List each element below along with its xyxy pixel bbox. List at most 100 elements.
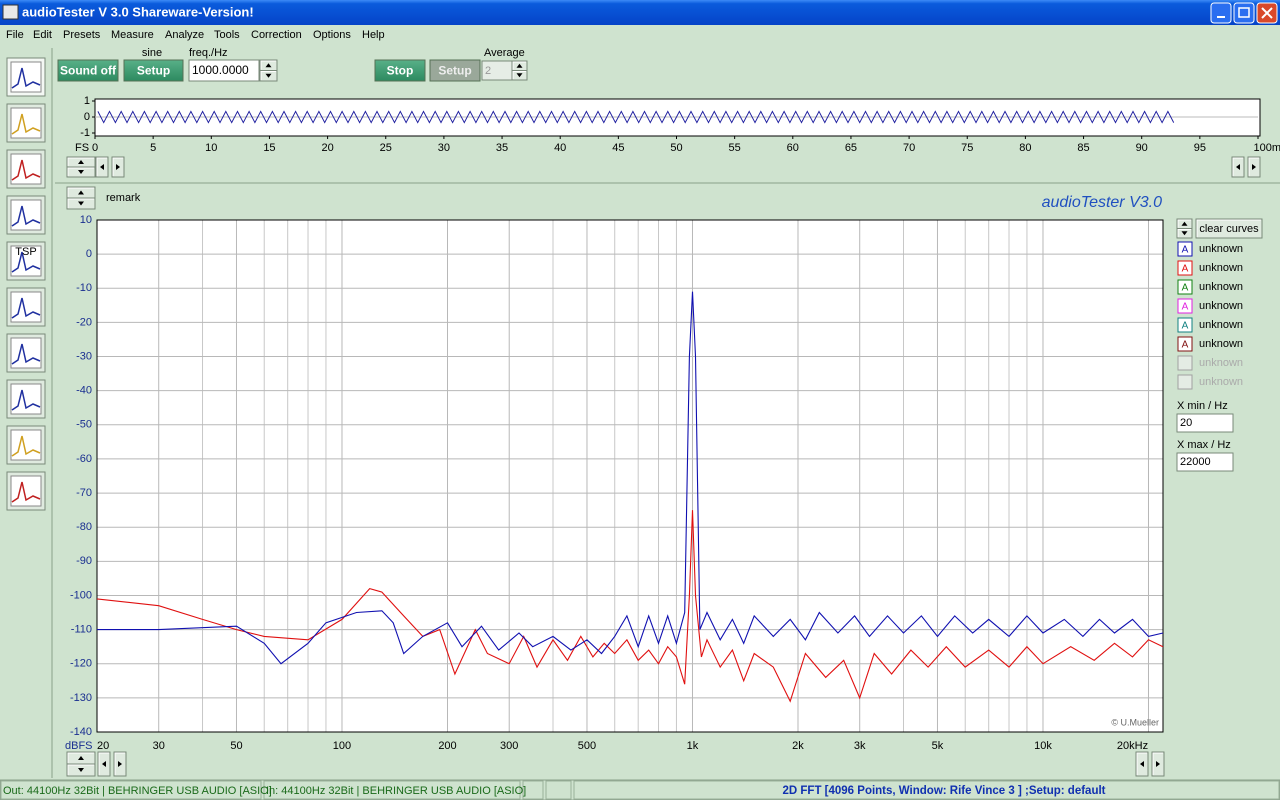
tool-icon-frame <box>10 61 42 93</box>
button[interactable] <box>57 59 119 82</box>
menu-item[interactable]: Edit <box>33 29 52 41</box>
y-tick-label: -1 <box>80 127 90 139</box>
plot-area <box>97 220 1163 732</box>
tool-icon-frame <box>10 291 42 323</box>
menu-item[interactable]: Options <box>313 29 351 41</box>
y-tick-label: -80 <box>76 521 92 533</box>
status-measurement: 2D FFT [4096 Points, Window: Rife Vince … <box>783 785 1106 797</box>
legend-letter: A <box>1182 264 1189 275</box>
legend-label: unknown <box>1199 376 1243 388</box>
tool-icon-glyph <box>11 343 41 365</box>
arrow-glyph <box>78 170 84 174</box>
y-tick-label: -100 <box>70 589 92 601</box>
x-tick-label: 85 <box>1077 142 1089 154</box>
legend-swatch[interactable] <box>1177 317 1193 333</box>
bevel-highlight <box>67 167 94 176</box>
tool-icon-glyph <box>11 297 41 319</box>
x-tick-label: 40 <box>554 142 566 154</box>
legend-swatch[interactable] <box>1177 260 1193 276</box>
window-title: audioTester V 3.0 Shareware-Version! <box>22 4 254 19</box>
x-tick-label: 10k <box>1034 740 1052 752</box>
button-label: Sound off <box>60 64 117 78</box>
x-tick-label: 1k <box>687 740 699 752</box>
y-tick-label: -60 <box>76 453 92 465</box>
bevel-highlight <box>512 61 526 70</box>
legend-swatch[interactable] <box>1177 298 1193 314</box>
legend-letter: A <box>1182 283 1189 294</box>
status-in: In: 44100Hz 32Bit | BEHRINGER USB AUDIO … <box>266 785 526 797</box>
button[interactable] <box>429 59 481 82</box>
restore-glyph <box>1238 7 1250 18</box>
y-tick-label: -30 <box>76 350 92 362</box>
x-tick-label: 75 <box>961 142 973 154</box>
x-tick-label: 15 <box>263 142 275 154</box>
legend-swatch[interactable] <box>1177 336 1193 352</box>
status-segment <box>545 780 572 800</box>
xmax-value: 22000 <box>1180 456 1211 468</box>
arrow-glyph <box>1156 761 1160 767</box>
minimize-glyph <box>1217 16 1225 18</box>
x-tick-label: 45 <box>612 142 624 154</box>
plot-border <box>96 219 1164 733</box>
x-tick-label: 0 <box>92 142 98 154</box>
arrow-glyph <box>1181 221 1188 226</box>
bevel-highlight <box>67 198 94 208</box>
tool-icon-glyph <box>11 435 41 457</box>
tool-icon-frame <box>10 429 42 461</box>
x-tick-label: 20kHz <box>1117 740 1148 752</box>
average-value: 2 <box>485 65 491 77</box>
legend-swatch[interactable] <box>1177 355 1193 371</box>
xmax-input[interactable] <box>1176 452 1234 472</box>
x-tick-label: 25 <box>380 142 392 154</box>
y-tick-label: -90 <box>76 555 92 567</box>
arrow-glyph <box>100 164 104 170</box>
menu-bar <box>0 25 1280 45</box>
restore-button[interactable] <box>1233 2 1255 24</box>
menu-item[interactable]: Presets <box>63 29 101 41</box>
bevel-highlight <box>260 71 276 80</box>
button[interactable] <box>123 59 184 82</box>
menu-item[interactable]: Correction <box>251 29 302 41</box>
bevel-highlight <box>1248 157 1259 176</box>
chart-title: audioTester V3.0 <box>1042 194 1162 211</box>
x-tick-label: 5k <box>932 740 944 752</box>
menu-item[interactable]: Analyze <box>165 29 204 41</box>
legend-label: unknown <box>1199 262 1243 274</box>
status-segment <box>263 780 521 800</box>
tool-icon-frame <box>10 337 42 369</box>
button-label: Stop <box>387 64 414 78</box>
x-tick-label: 50 <box>230 740 242 752</box>
y-tick-label: -70 <box>76 487 92 499</box>
freq-input[interactable] <box>188 59 260 82</box>
bevel-highlight <box>67 752 94 763</box>
app-icon <box>2 4 19 20</box>
tool-icon-frame <box>10 245 42 277</box>
x-tick-label: 65 <box>845 142 857 154</box>
legend-swatch[interactable] <box>1177 279 1193 295</box>
minimize-button[interactable] <box>1210 2 1232 24</box>
xmin-input[interactable] <box>1176 413 1234 433</box>
menu-item[interactable]: File <box>6 29 24 41</box>
legend-swatch[interactable] <box>1177 241 1193 257</box>
tool-icon-frame <box>10 475 42 507</box>
x-tick-label: 20 <box>97 740 109 752</box>
clear-curves-button[interactable] <box>1195 218 1263 239</box>
bevel-highlight <box>114 752 125 775</box>
tool-icon-frame <box>10 107 42 139</box>
legend-label: unknown <box>1199 281 1243 293</box>
menu-item[interactable]: Help <box>362 29 385 41</box>
bevel-highlight <box>98 752 109 775</box>
legend-swatch[interactable] <box>1177 374 1193 390</box>
bevel-highlight <box>112 157 123 176</box>
menu-item[interactable]: Measure <box>111 29 154 41</box>
window-controls <box>1210 2 1278 24</box>
legend-label: unknown <box>1199 357 1243 369</box>
arrow-glyph <box>1140 761 1144 767</box>
bevel-highlight <box>1232 157 1243 176</box>
menu-item[interactable]: Tools <box>214 29 240 41</box>
y-tick-label: -50 <box>76 419 92 431</box>
y-tick-label: 0 <box>84 111 90 123</box>
button[interactable] <box>374 59 426 82</box>
x-tick-label: 60 <box>787 142 799 154</box>
bevel-highlight <box>67 157 94 166</box>
